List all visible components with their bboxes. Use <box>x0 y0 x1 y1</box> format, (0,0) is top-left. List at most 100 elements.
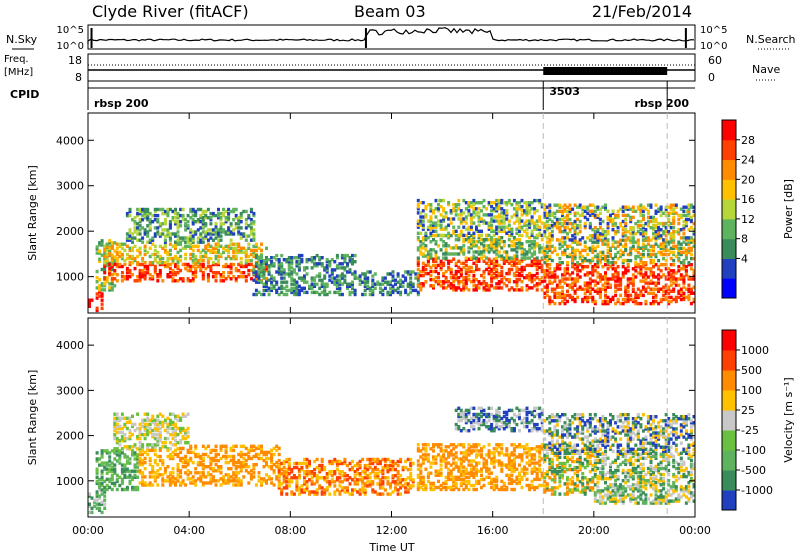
data-cell <box>239 262 243 267</box>
data-cell <box>669 299 673 304</box>
data-cell <box>672 240 676 244</box>
data-cell <box>475 267 478 272</box>
data-cell <box>161 463 165 467</box>
data-cell <box>672 226 676 230</box>
data-cell <box>186 441 190 445</box>
data-cell <box>611 273 615 277</box>
data-cell <box>186 240 190 244</box>
data-cell <box>247 234 251 238</box>
data-cell <box>555 221 559 226</box>
data-cell <box>158 412 162 416</box>
data-cell <box>472 203 476 207</box>
data-cell <box>189 458 193 463</box>
data-cell <box>588 295 592 300</box>
data-cell <box>641 265 645 269</box>
data-cell <box>563 295 567 300</box>
data-cell <box>485 213 489 217</box>
data-cell <box>351 290 354 295</box>
data-cell <box>211 230 215 234</box>
data-cell <box>500 207 504 211</box>
data-cell <box>419 219 423 223</box>
data-cell <box>490 267 494 272</box>
data-cell <box>525 211 529 215</box>
data-cell <box>232 228 236 232</box>
data-cell <box>125 447 129 451</box>
data-cell <box>133 485 137 490</box>
data-cell <box>333 290 337 295</box>
data-cell <box>131 469 134 473</box>
data-cell <box>186 473 190 477</box>
data-cell <box>133 230 137 234</box>
data-cell <box>98 257 102 261</box>
data-cell <box>158 273 162 277</box>
data-cell <box>550 275 554 279</box>
data-cell <box>184 414 188 418</box>
data-cell <box>672 269 676 273</box>
data-cell <box>586 289 590 293</box>
data-cell <box>520 269 524 274</box>
data-cell <box>153 256 157 261</box>
data-cell <box>469 280 473 284</box>
data-cell <box>224 264 228 269</box>
data-cell <box>156 213 160 218</box>
data-cell <box>495 246 499 250</box>
data-cell <box>373 272 377 276</box>
data-cell <box>631 273 635 277</box>
data-cell <box>442 219 446 223</box>
data-cell <box>406 272 410 276</box>
data-cell <box>247 456 251 461</box>
data-cell <box>664 289 668 293</box>
data-cell <box>361 280 365 284</box>
data-cell <box>641 285 645 289</box>
data-cell <box>472 256 476 260</box>
data-cell <box>654 203 658 207</box>
data-cell <box>239 264 243 269</box>
data-cell <box>530 229 534 233</box>
data-cell <box>239 465 243 469</box>
data-cell <box>689 238 693 242</box>
data-cell <box>206 261 210 265</box>
data-cell <box>578 226 582 230</box>
data-cell <box>234 254 238 259</box>
data-cell <box>351 492 354 496</box>
data-cell <box>604 230 607 234</box>
data-cell <box>502 201 506 205</box>
data-cell <box>206 481 210 485</box>
data-cell <box>545 244 549 248</box>
data-cell <box>95 479 99 484</box>
data-cell <box>151 252 155 257</box>
data-cell <box>641 213 645 218</box>
data-cell <box>348 260 352 264</box>
data-cell <box>189 230 193 234</box>
data-cell <box>125 445 129 449</box>
data-cell <box>143 216 147 220</box>
data-cell <box>163 420 167 425</box>
data-cell <box>128 246 132 250</box>
data-cell <box>457 217 461 221</box>
data-cell <box>502 240 506 244</box>
data-cell <box>95 498 99 502</box>
data-cell <box>120 416 124 420</box>
data-cell <box>469 240 473 244</box>
data-cell <box>153 448 157 453</box>
data-cell <box>176 224 180 228</box>
data-cell <box>103 288 107 292</box>
data-cell <box>396 274 400 278</box>
data-cell <box>604 234 607 238</box>
data-cell <box>563 252 567 257</box>
data-cell <box>421 219 425 223</box>
data-cell <box>555 209 559 213</box>
data-cell <box>136 475 140 479</box>
data-cell <box>128 275 132 279</box>
data-cell <box>141 258 145 263</box>
data-cell <box>287 274 291 278</box>
data-cell <box>363 476 367 480</box>
data-cell <box>158 262 162 267</box>
data-cell <box>103 254 107 259</box>
data-cell <box>664 277 668 281</box>
data-cell <box>381 288 385 293</box>
data-cell <box>103 284 107 288</box>
data-cell <box>657 281 661 285</box>
data-cell <box>335 467 339 472</box>
data-cell <box>113 416 117 420</box>
